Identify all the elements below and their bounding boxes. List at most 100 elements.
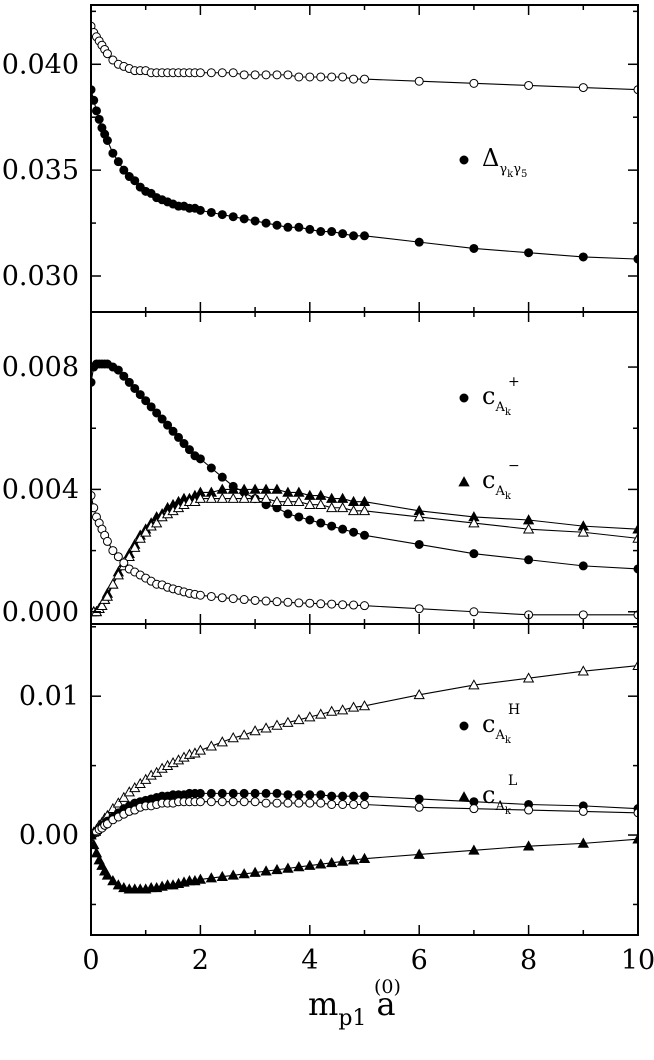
legend-marker — [459, 155, 469, 165]
data-point — [249, 725, 261, 736]
legend-label: cAk — [482, 382, 512, 418]
data-point — [239, 788, 249, 798]
data-point — [107, 875, 119, 886]
legend-label-part: 5 — [521, 169, 527, 180]
data-point — [327, 791, 337, 801]
panel-frame — [90, 311, 639, 625]
data-point — [91, 503, 99, 513]
data-point — [250, 595, 260, 605]
data-point — [227, 492, 239, 503]
legend-label: Δγkγ5 — [482, 144, 527, 180]
data-point — [294, 598, 304, 608]
panel-frame — [90, 4, 639, 313]
y-tick-label: 0.040 — [2, 49, 79, 80]
data-point — [336, 855, 349, 866]
data-point — [239, 797, 249, 807]
data-point — [113, 157, 123, 167]
data-point — [294, 72, 304, 82]
data-point — [108, 148, 118, 158]
legend-label-part: k — [505, 735, 512, 746]
plot-area-1 — [91, 21, 638, 264]
data-point — [205, 740, 217, 751]
legend-label-part: Δ — [482, 144, 499, 172]
data-point — [195, 590, 205, 600]
x-axis-title-sup: (0) — [374, 976, 401, 998]
data-point — [260, 492, 272, 503]
legend-sup: + — [508, 374, 520, 390]
data-point — [146, 402, 156, 412]
data-point — [305, 224, 315, 234]
legend-label-part: c — [482, 466, 495, 494]
data-point — [283, 798, 293, 808]
data-point — [272, 220, 282, 230]
data-point — [578, 83, 588, 93]
data-point — [250, 788, 260, 798]
data-point — [283, 222, 293, 232]
data-point — [217, 593, 227, 603]
data-point — [119, 371, 129, 381]
legend-label-part: A — [494, 728, 505, 743]
data-point — [294, 798, 304, 808]
data-point — [194, 873, 207, 884]
data-point — [293, 861, 305, 872]
data-point — [130, 176, 140, 186]
data-point — [632, 659, 638, 670]
data-point — [112, 797, 124, 808]
x-title-part: p1 — [338, 1006, 366, 1031]
data-point — [413, 688, 425, 700]
legend-marker — [459, 393, 469, 403]
data-point — [349, 231, 359, 241]
data-point — [336, 501, 349, 513]
data-point — [134, 532, 146, 543]
data-point — [113, 365, 123, 375]
data-point — [468, 679, 480, 690]
data-point — [96, 599, 108, 610]
data-point — [578, 610, 588, 620]
data-point — [272, 597, 282, 607]
x-tick-label: 10 — [621, 945, 654, 976]
data-point — [94, 114, 104, 124]
data-point — [522, 840, 535, 851]
data-point — [102, 49, 112, 59]
data-point — [228, 68, 238, 78]
data-point — [260, 722, 272, 733]
data-point — [271, 483, 283, 494]
data-point — [360, 799, 369, 809]
data-point — [141, 396, 151, 406]
x-tick-label: 8 — [520, 945, 537, 976]
data-point — [238, 492, 250, 503]
x-title-part: m — [308, 985, 338, 1023]
data-point — [261, 70, 271, 80]
data-point — [414, 794, 424, 804]
data-point — [469, 804, 479, 814]
data-point — [316, 599, 326, 609]
data-point — [228, 797, 238, 807]
data-point — [113, 552, 123, 562]
data-point — [349, 74, 359, 84]
data-point — [326, 501, 338, 513]
data-point — [195, 68, 205, 78]
data-point — [206, 207, 216, 217]
data-point — [271, 863, 283, 875]
data-point — [360, 74, 369, 84]
data-point — [293, 713, 305, 725]
data-point — [194, 744, 207, 755]
data-point — [163, 420, 173, 430]
data-point — [469, 243, 479, 253]
data-point — [349, 527, 359, 537]
data-point — [184, 445, 194, 455]
data-point — [338, 229, 348, 239]
data-point — [238, 868, 250, 879]
data-point — [119, 558, 129, 568]
y-tick-label: 0.000 — [2, 597, 79, 628]
data-point — [468, 844, 480, 855]
data-point — [632, 532, 638, 543]
data-point — [272, 788, 282, 798]
data-point — [577, 837, 589, 848]
data-point — [112, 569, 124, 580]
legend-entry: cAk+ — [459, 374, 520, 418]
data-point — [294, 512, 304, 522]
y-tick-label: 0.030 — [2, 261, 79, 292]
y-tick-label: 0.008 — [2, 352, 79, 383]
data-point — [316, 518, 326, 528]
